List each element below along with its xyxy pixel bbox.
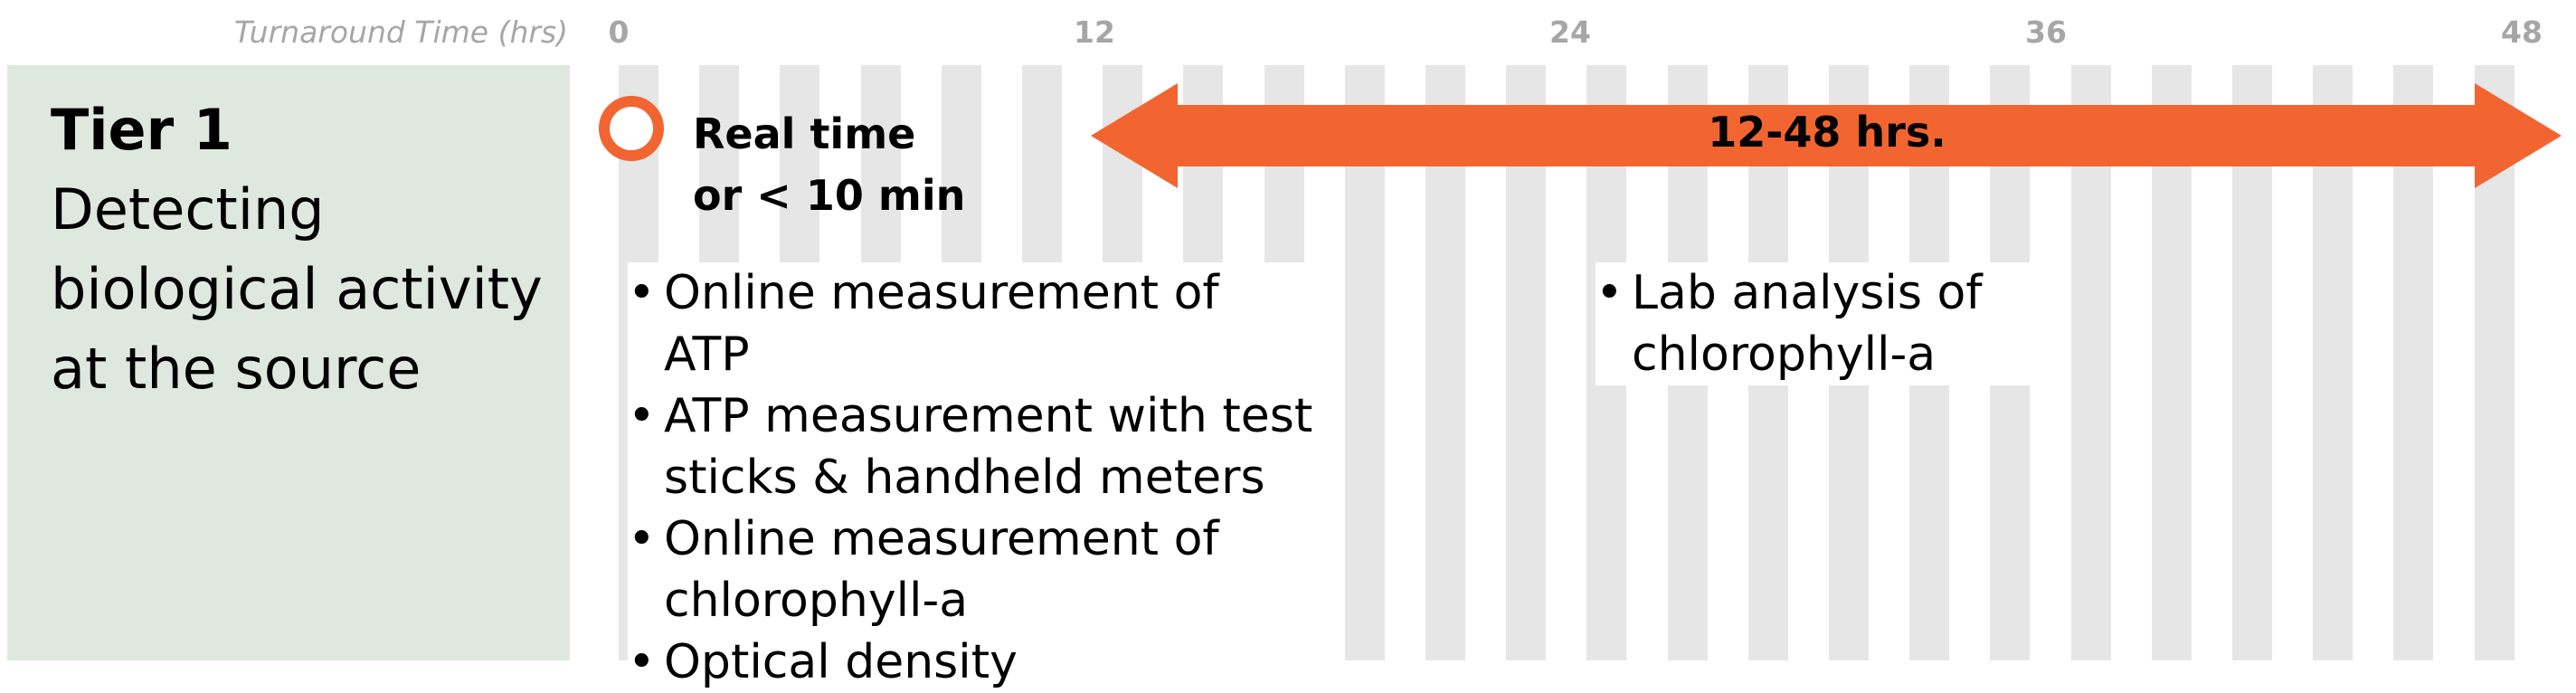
lab-methods-list: Lab analysis of chlorophyll-a [1596,262,2048,385]
realtime-methods-list: Online measurement of ATPATP measurement… [628,262,1315,693]
realtime-circle-icon [599,96,664,161]
axis-tick-label: 36 [2025,14,2067,50]
realtime-method-item: Online measurement of ATP [628,262,1315,385]
axis-tick-label: 24 [1549,14,1591,50]
range-label: 12-48 hrs. [1708,108,1946,157]
turnaround-range-arrow [1091,83,2562,188]
double-arrow-icon [1091,83,2562,188]
realtime-label-line2: or < 10 min [693,171,966,220]
tier-panel: Tier 1 Detecting biological activity at … [7,65,570,660]
tier-title: Tier 1 [51,97,232,163]
axis-title: Turnaround Time (hrs) [233,14,568,50]
axis-tick-label: 48 [2501,14,2543,50]
axis-tick-label: 12 [1074,14,1115,50]
realtime-label-line1: Real time [693,109,916,158]
realtime-method-item: Online measurement of chlorophyll-a [628,508,1315,631]
lab-method-item: Lab analysis of chlorophyll-a [1596,262,2048,385]
axis-tick-label: 0 [608,14,630,50]
tier-description: Detecting biological activity at the sou… [51,176,543,402]
realtime-method-item: Optical density [628,631,1315,693]
realtime-method-item: ATP measurement with test sticks & handh… [628,385,1315,508]
